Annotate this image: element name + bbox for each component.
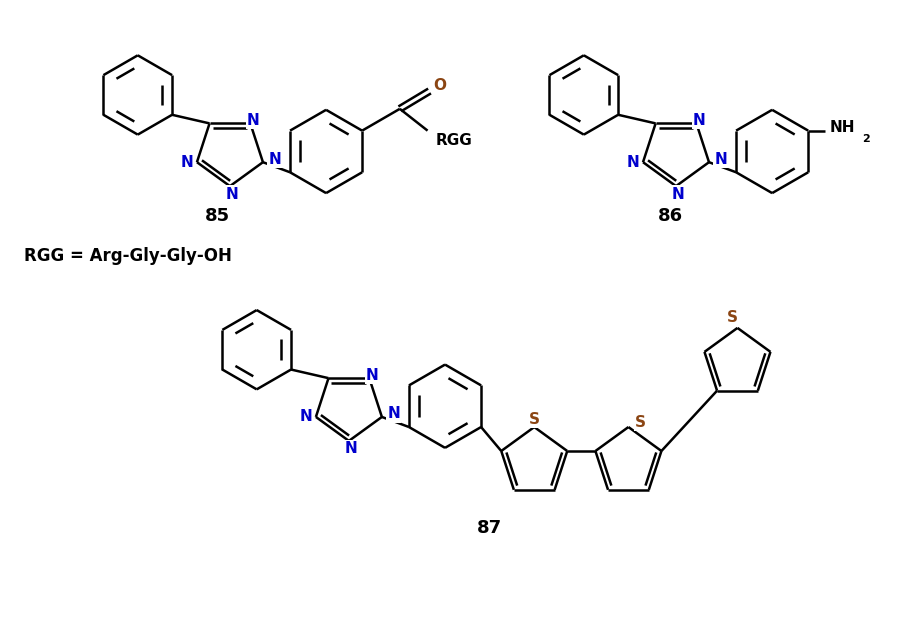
- Text: N: N: [268, 152, 281, 167]
- Text: N: N: [226, 187, 239, 201]
- Text: N: N: [387, 406, 400, 422]
- Text: 85: 85: [204, 207, 230, 225]
- Text: N: N: [345, 441, 357, 457]
- Text: N: N: [181, 155, 194, 170]
- Text: RGG = Arg-Gly-Gly-OH: RGG = Arg-Gly-Gly-OH: [23, 246, 231, 265]
- Text: N: N: [671, 187, 684, 201]
- Text: N: N: [693, 113, 706, 128]
- Text: N: N: [626, 155, 640, 170]
- Text: N: N: [300, 410, 312, 424]
- Text: 2: 2: [861, 133, 869, 144]
- Text: NH: NH: [830, 120, 856, 135]
- Text: S: S: [727, 311, 738, 326]
- Text: S: S: [529, 411, 540, 427]
- Text: N: N: [366, 368, 379, 383]
- Text: N: N: [247, 113, 260, 128]
- Text: 87: 87: [477, 519, 502, 537]
- Text: O: O: [433, 77, 446, 93]
- Text: RGG: RGG: [436, 133, 472, 148]
- Text: S: S: [634, 415, 646, 429]
- Text: N: N: [715, 152, 727, 167]
- Text: 86: 86: [658, 207, 682, 225]
